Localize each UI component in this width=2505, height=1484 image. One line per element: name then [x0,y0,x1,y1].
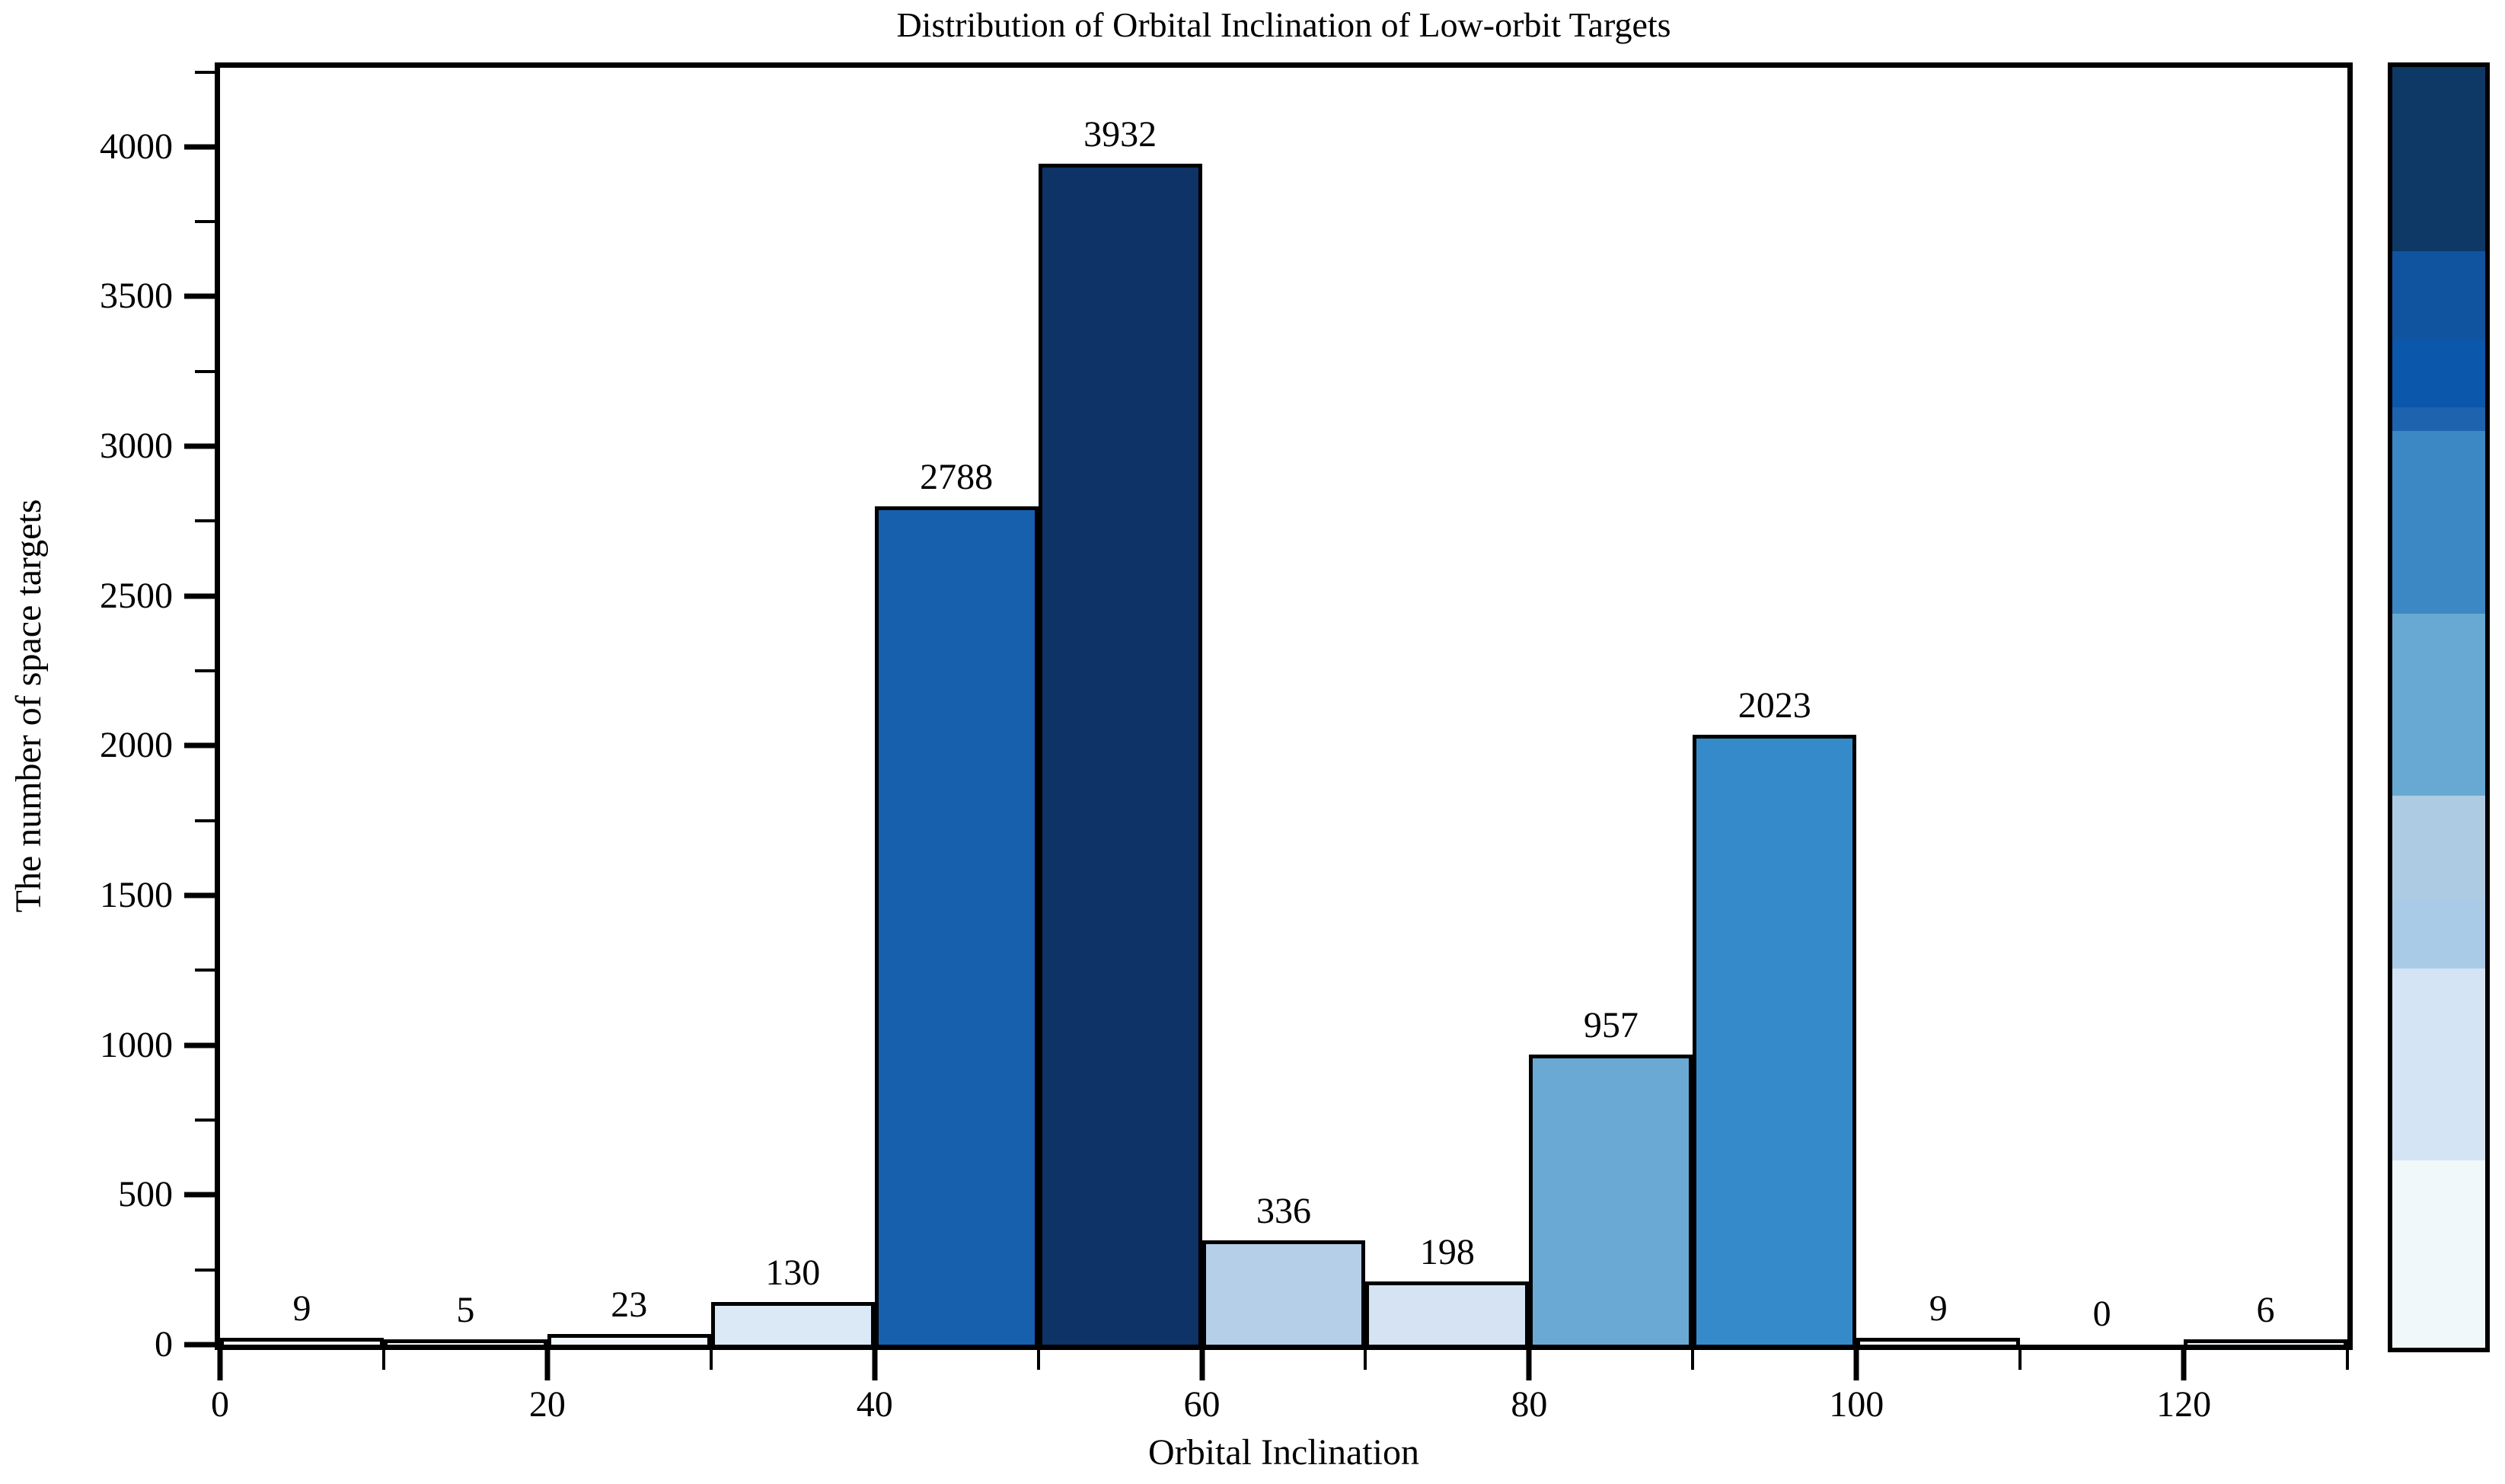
x-tick-label: 60 [1183,1384,1221,1425]
x-minor-tick [709,1345,713,1370]
x-minor-tick [2346,1345,2349,1370]
y-major-tick [184,293,215,299]
y-major-tick [184,892,215,898]
histogram-bar [1365,1281,1530,1345]
y-axis-label: The number of space targets [8,499,49,913]
bar-value-label: 23 [611,1284,648,1325]
y-minor-tick [195,369,215,373]
y-tick-label: 2000 [100,725,173,766]
x-major-tick [1526,1345,1532,1380]
colorbar [2388,62,2490,1352]
x-tick-label: 120 [2156,1384,2212,1425]
y-tick-label: 1500 [100,875,173,916]
y-tick-label: 3500 [100,276,173,317]
histogram-bar [220,1338,384,1345]
colorbar-segment [2392,251,2485,339]
x-tick-label: 20 [528,1384,566,1425]
x-minor-tick [1036,1345,1040,1370]
histogram-bar [1529,1054,1693,1345]
histogram-bar [383,1339,547,1345]
histogram-bar [710,1301,875,1345]
y-tick-label: 2500 [100,575,173,616]
bar-value-label: 2023 [1738,685,1811,726]
y-major-tick [184,593,215,599]
y-tick-label: 4000 [100,126,173,167]
histogram-bar [547,1333,711,1345]
histogram-bar [2184,1339,2347,1345]
x-tick-label: 100 [1829,1384,1884,1425]
x-axis-label: Orbital Inclination [1148,1432,1419,1473]
y-major-tick [184,144,215,150]
x-major-tick [1853,1345,1859,1380]
colorbar-segment [2392,969,2485,1161]
x-major-tick [1199,1345,1205,1380]
bar-value-label: 9 [1929,1288,1948,1329]
x-tick-label: 80 [1511,1384,1548,1425]
y-major-tick [184,1342,215,1348]
bar-value-label: 6 [2256,1289,2275,1330]
colorbar-segment [2392,407,2485,431]
x-tick-label: 40 [856,1384,893,1425]
bar-value-label: 2788 [920,456,994,497]
y-minor-tick [195,519,215,523]
histogram-bar [1201,1240,1366,1345]
x-tick-label: 0 [211,1384,229,1425]
bar-value-label: 3932 [1083,113,1157,155]
bar-value-label: 0 [2092,1294,2111,1334]
y-minor-tick [195,819,215,822]
x-minor-tick [2018,1345,2022,1370]
x-major-tick [872,1345,878,1380]
x-major-tick [217,1345,223,1380]
bar-value-label: 957 [1583,1004,1639,1045]
y-major-tick [184,443,215,449]
colorbar-segment [2392,1160,2485,1348]
x-minor-tick [1691,1345,1695,1370]
y-minor-tick [195,220,215,224]
y-tick-label: 0 [155,1324,173,1364]
chart-title: Distribution of Orbital Inclination of L… [896,5,1671,44]
colorbar-segment [2392,430,2485,614]
histogram-bar [1693,735,1857,1345]
bar-value-label: 5 [456,1290,475,1331]
x-major-tick [544,1345,550,1380]
x-minor-tick [1364,1345,1367,1370]
bar-value-label: 9 [292,1288,311,1329]
y-minor-tick [195,1119,215,1122]
plot-area: 9 5 23 130 2788 3932 336 198 957 2023 9 0 6 0 20 40 60 80… [100,62,2353,1423]
colorbar-segment [2392,67,2485,252]
colorbar-segment [2392,899,2485,969]
bar-value-label: 336 [1256,1190,1311,1231]
x-minor-tick [381,1345,385,1370]
y-tick-label: 3000 [100,426,173,467]
histogram-bar [874,506,1039,1345]
x-major-tick [2181,1345,2187,1380]
histogram-bar [1038,163,1202,1345]
y-minor-tick [195,969,215,972]
y-tick-label: 500 [118,1174,173,1215]
y-major-tick [184,1042,215,1048]
y-tick-label: 1000 [100,1024,173,1065]
y-minor-tick [195,1268,215,1272]
colorbar-segment [2392,796,2485,900]
bar-value-label: 130 [765,1252,821,1293]
colorbar-segment [2392,338,2485,408]
histogram-bar [1856,1338,2021,1345]
bar-value-label: 198 [1419,1232,1475,1273]
y-minor-tick [195,669,215,673]
y-minor-tick [195,70,215,74]
y-major-tick [184,742,215,748]
colorbar-segment [2392,614,2485,796]
y-major-tick [184,1192,215,1198]
